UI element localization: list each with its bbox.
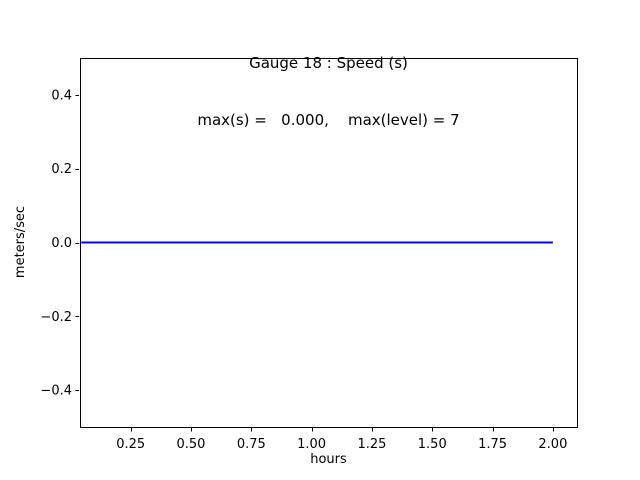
axes-frame <box>80 58 578 428</box>
y-axis-label: meters/sec <box>13 205 28 279</box>
x-tick-label: 0.25 <box>116 437 145 452</box>
x-tick-label: 2.00 <box>538 437 567 452</box>
y-tick-label: 0.0 <box>51 236 72 251</box>
y-tick-label: −0.4 <box>40 384 72 399</box>
x-tick-label: 0.75 <box>237 437 266 452</box>
y-tick-label: 0.2 <box>51 162 72 177</box>
x-tick-label: 0.50 <box>177 437 206 452</box>
y-tick-label: 0.4 <box>51 88 72 103</box>
x-tick-label: 1.25 <box>357 437 386 452</box>
x-tick-label: 1.50 <box>418 437 447 452</box>
chart-title-line2: max(s) = 0.000, max(level) = 7 <box>197 111 460 129</box>
x-axis-label: hours <box>310 452 347 467</box>
y-tick-label: −0.2 <box>40 310 72 325</box>
x-tick-label: 1.00 <box>297 437 326 452</box>
x-tick-label: 1.75 <box>478 437 507 452</box>
